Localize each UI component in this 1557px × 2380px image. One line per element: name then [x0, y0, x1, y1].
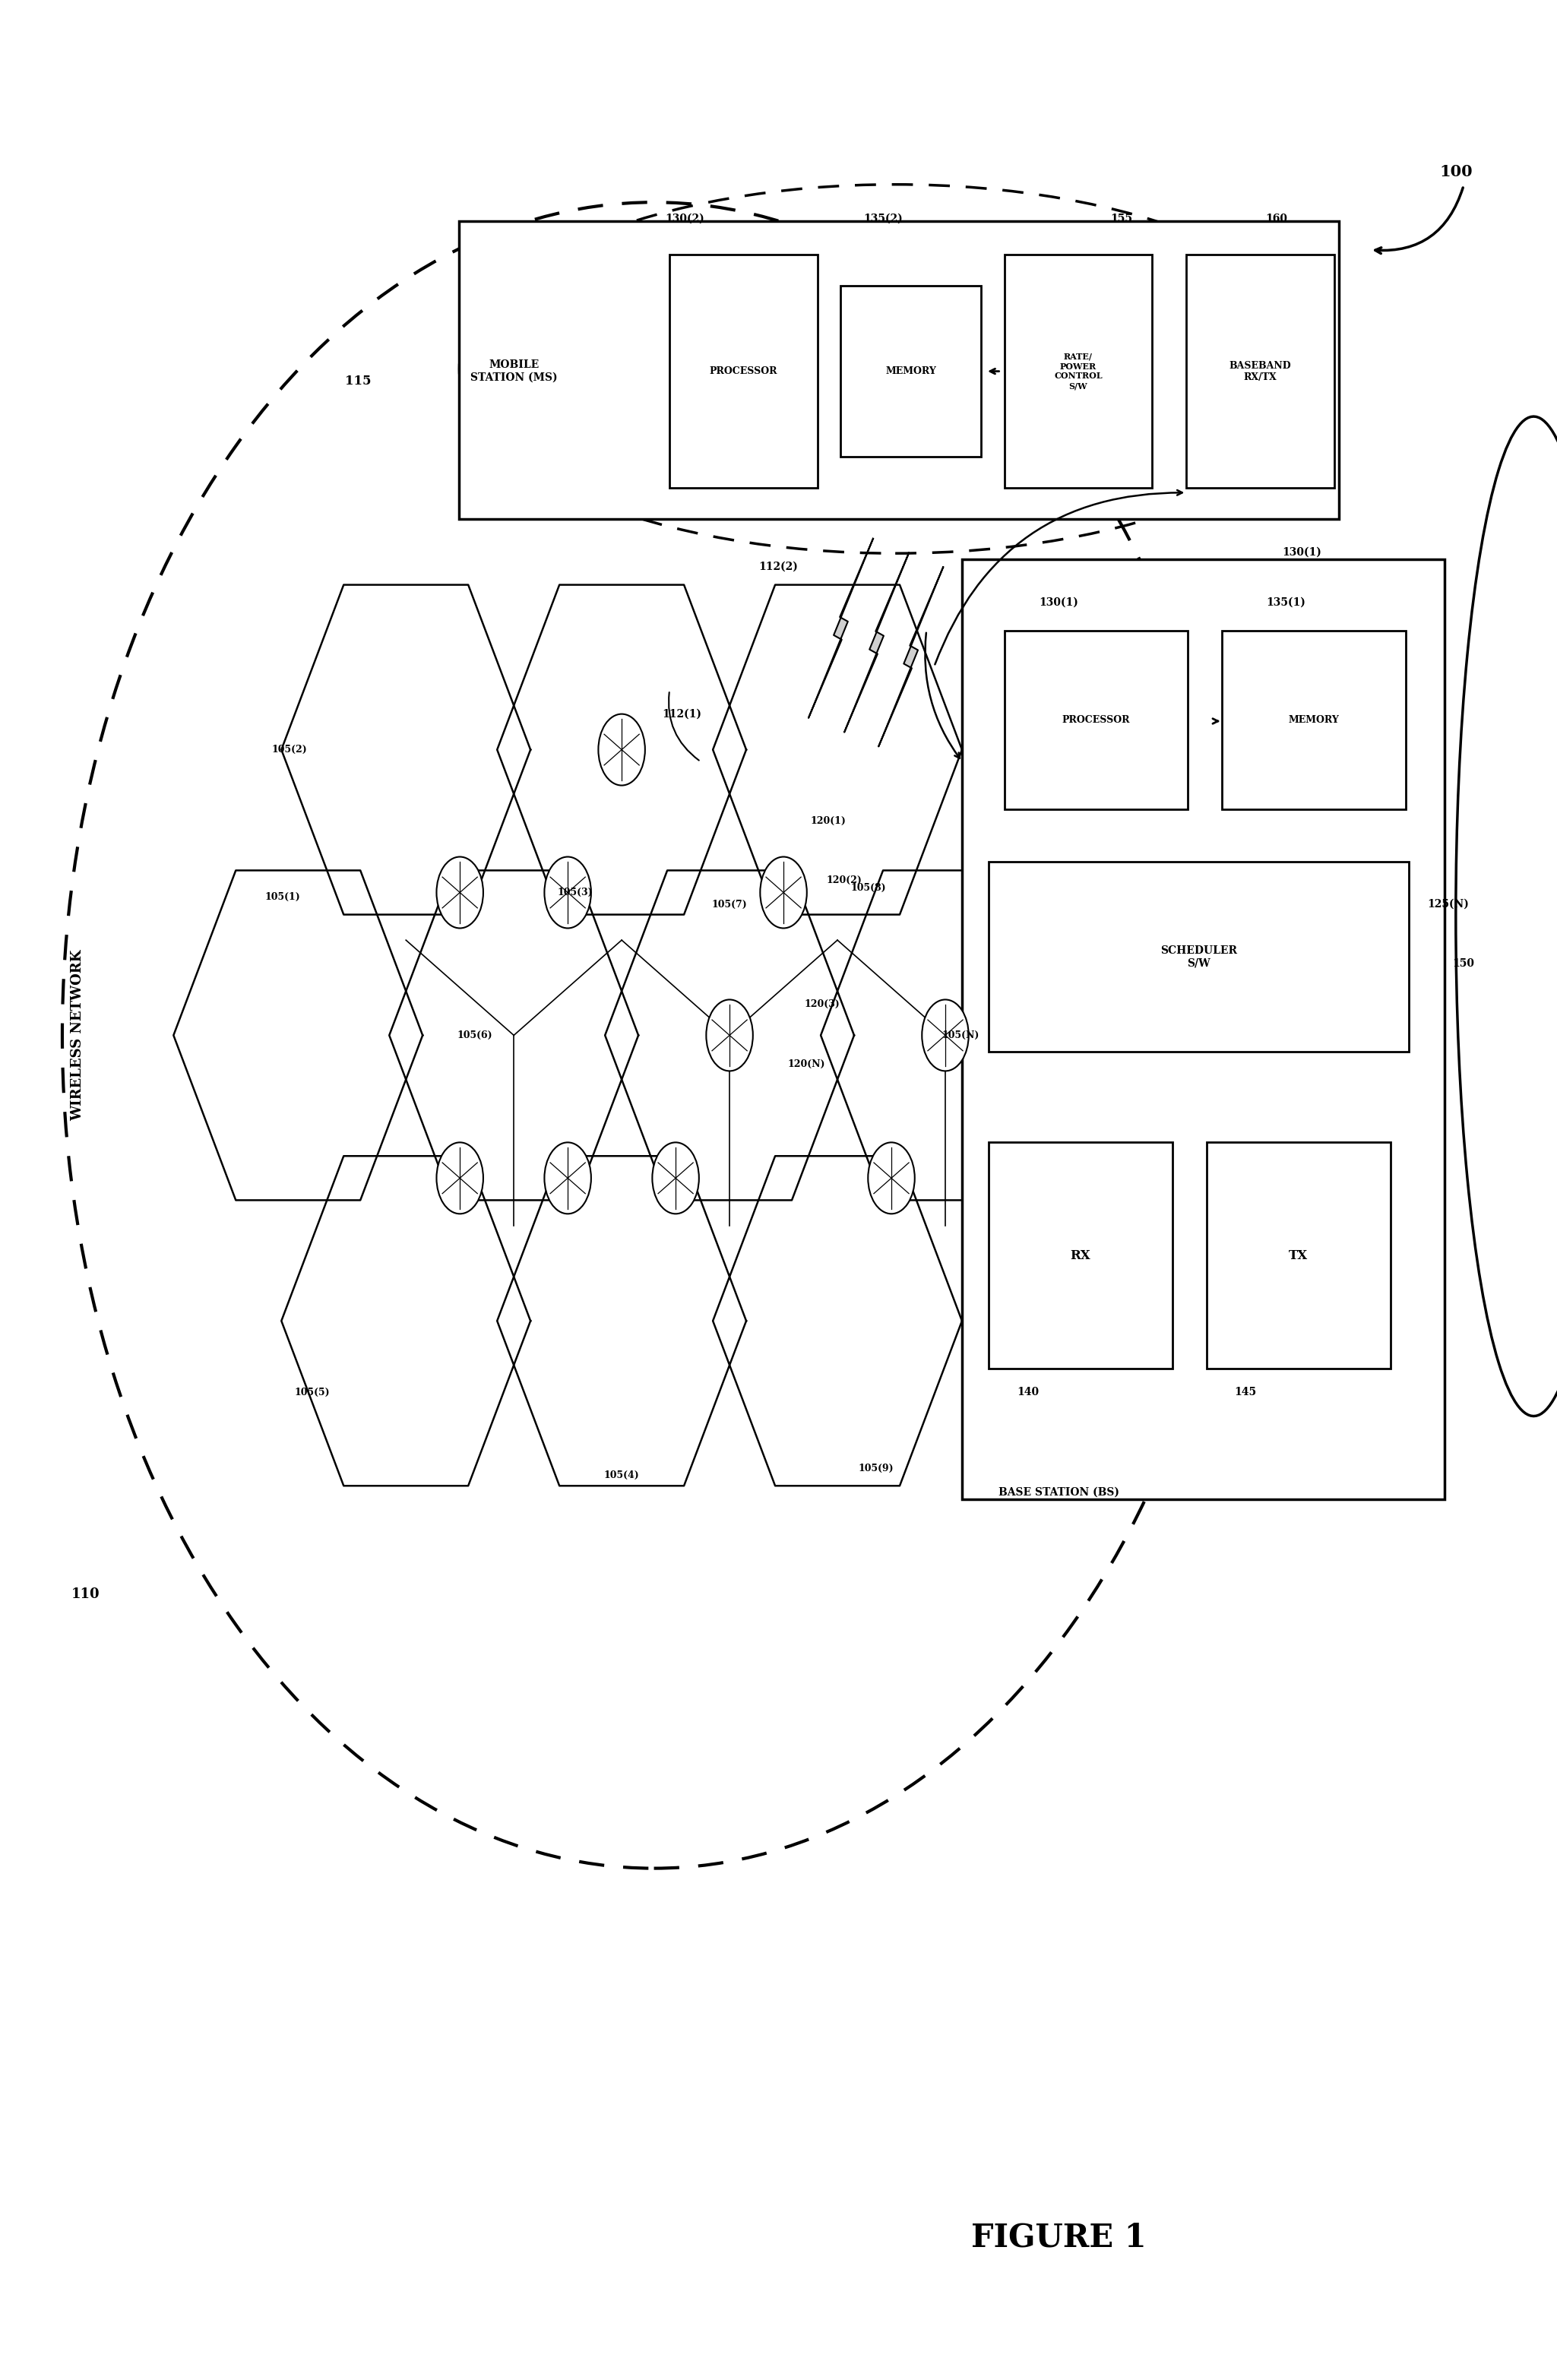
Text: 155: 155: [1110, 214, 1132, 224]
Text: 105(9): 105(9): [858, 1464, 894, 1473]
Text: BASEBAND
RX/TX: BASEBAND RX/TX: [1230, 362, 1291, 381]
Text: 125(N): 125(N): [1428, 900, 1468, 909]
Text: 105(2): 105(2): [271, 745, 307, 754]
Text: WIRELESS NETWORK: WIRELESS NETWORK: [72, 950, 84, 1121]
Circle shape: [922, 1000, 968, 1071]
Text: 112(2): 112(2): [758, 562, 799, 571]
Circle shape: [707, 1000, 754, 1071]
Bar: [989, 862, 1409, 1052]
Text: 100: 100: [1439, 164, 1473, 178]
Circle shape: [545, 857, 592, 928]
Text: RATE/
POWER
CONTROL
S/W: RATE/ POWER CONTROL S/W: [1054, 352, 1102, 390]
Text: 160: 160: [1266, 214, 1288, 224]
Polygon shape: [878, 566, 944, 747]
Text: 105(4): 105(4): [604, 1471, 640, 1480]
Text: 112(1): 112(1): [662, 709, 702, 719]
Text: 120(N): 120(N): [788, 1059, 825, 1069]
Polygon shape: [844, 552, 909, 733]
Bar: [989, 1142, 1172, 1368]
Text: 105(7): 105(7): [712, 900, 747, 909]
Bar: [841, 286, 981, 457]
Text: 130(1): 130(1): [1281, 547, 1322, 557]
Bar: [1222, 631, 1406, 809]
Text: FIGURE 1: FIGURE 1: [972, 2221, 1146, 2254]
Text: RX: RX: [1070, 1250, 1091, 1261]
Text: PROCESSOR: PROCESSOR: [1062, 714, 1130, 726]
Circle shape: [652, 1142, 699, 1214]
Bar: [459, 221, 1339, 519]
Bar: [670, 255, 817, 488]
Text: 130(1): 130(1): [1039, 597, 1079, 607]
Text: MOBILE
STATION (MS): MOBILE STATION (MS): [470, 359, 557, 383]
Text: 105(1): 105(1): [265, 892, 301, 902]
Text: 115: 115: [346, 374, 371, 388]
Circle shape: [598, 714, 645, 785]
Text: 105(6): 105(6): [458, 1031, 492, 1040]
Circle shape: [436, 857, 483, 928]
Text: 130(2): 130(2): [665, 214, 705, 224]
Text: SCHEDULER
S/W: SCHEDULER S/W: [1160, 945, 1238, 969]
Text: 120(3): 120(3): [805, 1000, 839, 1009]
Bar: [1207, 1142, 1390, 1368]
Bar: [1004, 255, 1152, 488]
Text: 120(2): 120(2): [827, 876, 861, 885]
Text: TX: TX: [1289, 1250, 1308, 1261]
Bar: [1186, 255, 1334, 488]
Bar: [962, 559, 1445, 1499]
Circle shape: [436, 1142, 483, 1214]
Text: BASE STATION (BS): BASE STATION (BS): [998, 1488, 1119, 1497]
Circle shape: [760, 857, 807, 928]
Polygon shape: [808, 538, 873, 719]
Text: 145: 145: [1235, 1388, 1256, 1397]
Text: 135(2): 135(2): [863, 214, 903, 224]
Text: 120(1): 120(1): [811, 816, 845, 826]
Text: 135(1): 135(1): [1266, 597, 1306, 607]
Text: 140: 140: [1017, 1388, 1039, 1397]
Text: 105(5): 105(5): [294, 1388, 330, 1397]
Bar: [1004, 631, 1188, 809]
Text: 105(3): 105(3): [557, 888, 593, 897]
Text: MEMORY: MEMORY: [886, 367, 936, 376]
Circle shape: [545, 1142, 592, 1214]
Text: MEMORY: MEMORY: [1289, 714, 1339, 726]
Text: 110: 110: [72, 1587, 100, 1602]
Text: 105(8): 105(8): [850, 883, 886, 892]
Text: 150: 150: [1453, 959, 1474, 969]
Circle shape: [867, 1142, 914, 1214]
Text: PROCESSOR: PROCESSOR: [710, 367, 777, 376]
Text: 105(N): 105(N): [942, 1031, 979, 1040]
